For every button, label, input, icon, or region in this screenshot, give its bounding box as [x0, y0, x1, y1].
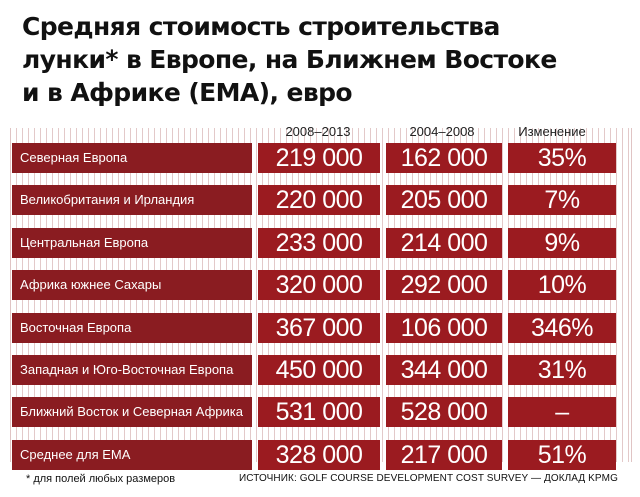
table-row: Восточная Европа 367 000 106 000 346%	[12, 313, 616, 343]
value-2008-2013: 450 000	[258, 355, 380, 385]
value-change: 31%	[508, 355, 616, 385]
value-2004-2008: 217 000	[386, 440, 502, 470]
row-label: Центральная Европа	[12, 228, 252, 258]
column-header-2004-2008: 2004–2008	[409, 124, 475, 139]
value-2008-2013: 531 000	[258, 397, 380, 427]
value-2008-2013: 328 000	[258, 440, 380, 470]
table-row: Ближний Восток и Северная Африка 531 000 5…	[12, 397, 616, 427]
value-2008-2013: 219 000	[258, 143, 380, 173]
source-note: ИСТОЧНИК: GOLF COURSE DEVELOPMENT COST S…	[238, 473, 618, 484]
table-row: Великобритания и Ирландия 220 000 205 000 7…	[12, 185, 616, 215]
value-change: 9%	[508, 228, 616, 258]
table-row: Северная Европа 219 000 162 000 35%	[12, 143, 616, 173]
value-change: 51%	[508, 440, 616, 470]
title-line-1: Средняя стоимость строительства	[22, 12, 500, 41]
value-2004-2008: 292 000	[386, 270, 502, 300]
row-label: Северная Европа	[12, 143, 252, 173]
value-2004-2008: 528 000	[386, 397, 502, 427]
row-label: Западная и Юго-Восточная Европа	[12, 355, 252, 385]
chart-title: Средняя стоимость строительства лунки* в…	[22, 10, 622, 109]
value-change: 7%	[508, 185, 616, 215]
table-row: Африка южнее Сахары 320 000 292 000 10%	[12, 270, 616, 300]
row-label: Африка южнее Сахары	[12, 270, 252, 300]
value-2008-2013: 220 000	[258, 185, 380, 215]
value-2008-2013: 367 000	[258, 313, 380, 343]
column-header-change: Изменение	[518, 124, 586, 139]
value-2008-2013: 320 000	[258, 270, 380, 300]
column-header-2008-2013: 2008–2013	[285, 124, 351, 139]
value-2004-2008: 205 000	[386, 185, 502, 215]
row-label: Великобритания и Ирландия	[12, 185, 252, 215]
value-change: 346%	[508, 313, 616, 343]
value-2004-2008: 344 000	[386, 355, 502, 385]
table-row: Центральная Европа 233 000 214 000 9%	[12, 228, 616, 258]
value-2008-2013: 233 000	[258, 228, 380, 258]
value-change: –	[508, 397, 616, 427]
table-row: Западная и Юго-Восточная Европа 450 000 34…	[12, 355, 616, 385]
value-change: 35%	[508, 143, 616, 173]
value-2004-2008: 106 000	[386, 313, 502, 343]
row-label: Ближний Восток и Северная Африка	[12, 397, 252, 427]
row-label: Восточная Европа	[12, 313, 252, 343]
value-2004-2008: 162 000	[386, 143, 502, 173]
title-line-2: лунки* в Европе, на Ближнем Востоке	[22, 45, 557, 74]
row-label: Среднее для ЕМА	[12, 440, 252, 470]
footnote: * для полей любых размеров	[26, 473, 176, 485]
value-change: 10%	[508, 270, 616, 300]
table-row: Среднее для ЕМА 328 000 217 000 51%	[12, 440, 616, 470]
title-line-3: и в Африке (ЕМА), евро	[22, 78, 353, 107]
value-2004-2008: 214 000	[386, 228, 502, 258]
